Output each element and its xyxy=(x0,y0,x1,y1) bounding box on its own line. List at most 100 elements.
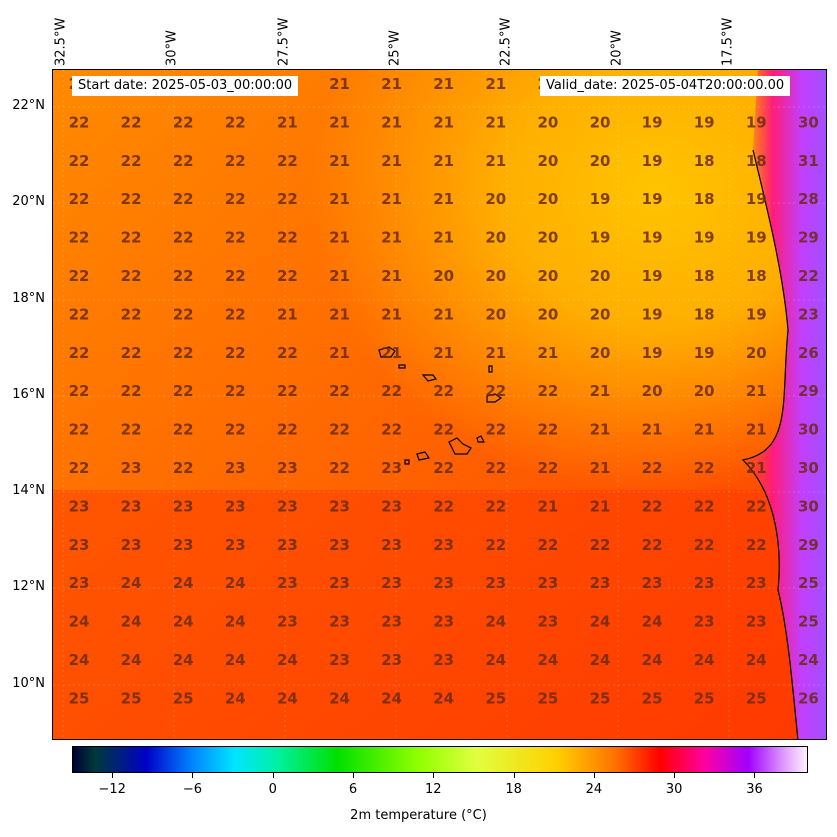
temperature-value: 24 xyxy=(225,613,246,631)
temperature-value: 19 xyxy=(642,152,663,170)
temperature-value: 22 xyxy=(433,421,454,439)
temperature-value: 23 xyxy=(329,613,350,631)
temperature-value: 22 xyxy=(69,113,90,131)
temperature-value: 22 xyxy=(277,267,298,285)
temperature-value: 22 xyxy=(590,536,611,554)
temperature-value: 24 xyxy=(277,689,298,707)
temperature-value: 24 xyxy=(537,651,558,669)
temperature-value: 24 xyxy=(590,613,611,631)
temperature-value: 21 xyxy=(277,113,298,131)
lon-label: 25°W xyxy=(387,30,403,66)
temperature-value: 20 xyxy=(537,190,558,208)
temperature-value: 22 xyxy=(225,421,246,439)
temperature-value: 22 xyxy=(173,190,194,208)
temperature-value: 23 xyxy=(433,574,454,592)
temperature-value: 30 xyxy=(798,459,819,477)
temperature-value: 22 xyxy=(173,421,194,439)
temperature-value: 22 xyxy=(277,382,298,400)
temperature-value: 22 xyxy=(225,152,246,170)
temperature-value: 23 xyxy=(537,613,558,631)
temperature-value: 19 xyxy=(642,113,663,131)
temperature-value: 20 xyxy=(694,382,715,400)
colorbar-tick-label: 24 xyxy=(585,782,603,797)
temperature-value: 22 xyxy=(277,190,298,208)
temperature-value: 20 xyxy=(485,267,506,285)
temperature-value: 18 xyxy=(694,152,715,170)
temperature-value: 22 xyxy=(173,459,194,477)
temperature-value: 22 xyxy=(69,421,90,439)
temperature-value: 22 xyxy=(485,421,506,439)
lon-label: 32.5°W xyxy=(53,17,69,66)
colorbar-tick-mark xyxy=(513,773,515,778)
temperature-value: 23 xyxy=(277,536,298,554)
temperature-map[interactable]: 22 22 22 22 22 21 21 21 21 21 20 19 19 18 22 22 22 22 21 21… xyxy=(52,69,827,740)
temperature-value: 23 xyxy=(590,574,611,592)
temperature-value: 23 xyxy=(277,613,298,631)
temperature-value: 20 xyxy=(537,152,558,170)
temperature-value: 22 xyxy=(69,305,90,323)
colorbar-tick-label: 6 xyxy=(348,782,358,797)
temperature-value: 21 xyxy=(381,75,402,93)
temperature-value: 22 xyxy=(69,229,90,247)
temperature-value: 22 xyxy=(69,382,90,400)
colorbar-tick-mark xyxy=(192,773,194,778)
temperature-value: 24 xyxy=(694,651,715,669)
temperature-value: 22 xyxy=(173,344,194,362)
temperature-value: 21 xyxy=(329,344,350,362)
temperature-value: 22 xyxy=(381,382,402,400)
temperature-value: 24 xyxy=(173,613,194,631)
temperature-value: 18 xyxy=(694,267,715,285)
temperature-value: 21 xyxy=(381,305,402,323)
temperature-value: 22 xyxy=(537,421,558,439)
temperature-value: 19 xyxy=(590,190,611,208)
temperature-value: 20 xyxy=(485,305,506,323)
temperature-value: 22 xyxy=(173,152,194,170)
temperature-value: 28 xyxy=(798,190,819,208)
temperature-value: 21 xyxy=(381,190,402,208)
temperature-value: 22 xyxy=(329,421,350,439)
cape-verde-islands xyxy=(378,346,503,465)
temperature-value: 22 xyxy=(485,497,506,515)
colorbar-tick-mark xyxy=(593,773,595,778)
temperature-value: 19 xyxy=(642,344,663,362)
start-date-label: Start date: 2025-05-03_00:00:00 xyxy=(72,76,299,96)
temperature-value: 19 xyxy=(746,113,767,131)
valid-date-label: Valid_date: 2025-05-04T20:00:00.00 xyxy=(540,76,791,96)
cool-upwelling-region xyxy=(53,70,826,739)
temperature-value: 23 xyxy=(537,574,558,592)
temperature-value: 23 xyxy=(121,459,142,477)
lon-label: 27.5°W xyxy=(276,17,292,66)
temperature-value: 21 xyxy=(433,75,454,93)
temperature-value: 24 xyxy=(173,574,194,592)
temperature-value: 21 xyxy=(433,229,454,247)
temperature-value: 23 xyxy=(433,613,454,631)
temperature-value: 25 xyxy=(746,689,767,707)
lat-label: 14°N xyxy=(12,483,45,498)
temperature-value: 23 xyxy=(694,574,715,592)
graticule xyxy=(53,70,826,739)
colorbar-label: 2m temperature (°C) xyxy=(350,808,487,823)
temperature-value: 19 xyxy=(694,229,715,247)
temperature-value: 23 xyxy=(329,651,350,669)
temperature-value: 21 xyxy=(329,190,350,208)
temperature-value: 25 xyxy=(485,689,506,707)
temperature-value: 24 xyxy=(225,651,246,669)
temperature-value: 20 xyxy=(746,344,767,362)
temperature-value: 20 xyxy=(433,267,454,285)
temperature-value: 23 xyxy=(69,536,90,554)
temperature-value: 23 xyxy=(277,497,298,515)
temperature-value: 25 xyxy=(798,574,819,592)
temperature-value: 21 xyxy=(590,421,611,439)
temperature-value: 25 xyxy=(642,689,663,707)
temperature-value: 23 xyxy=(746,613,767,631)
temperature-value: 21 xyxy=(433,190,454,208)
temperature-value: 19 xyxy=(746,305,767,323)
temperature-value: 24 xyxy=(121,574,142,592)
temperature-value: 21 xyxy=(433,344,454,362)
temperature-value: 19 xyxy=(746,190,767,208)
colorbar-tick-label: 30 xyxy=(665,782,683,797)
temperature-value: 22 xyxy=(121,421,142,439)
temperature-value: 22 xyxy=(173,267,194,285)
colorbar-tick-mark xyxy=(353,773,355,778)
lat-label: 12°N xyxy=(12,579,45,594)
